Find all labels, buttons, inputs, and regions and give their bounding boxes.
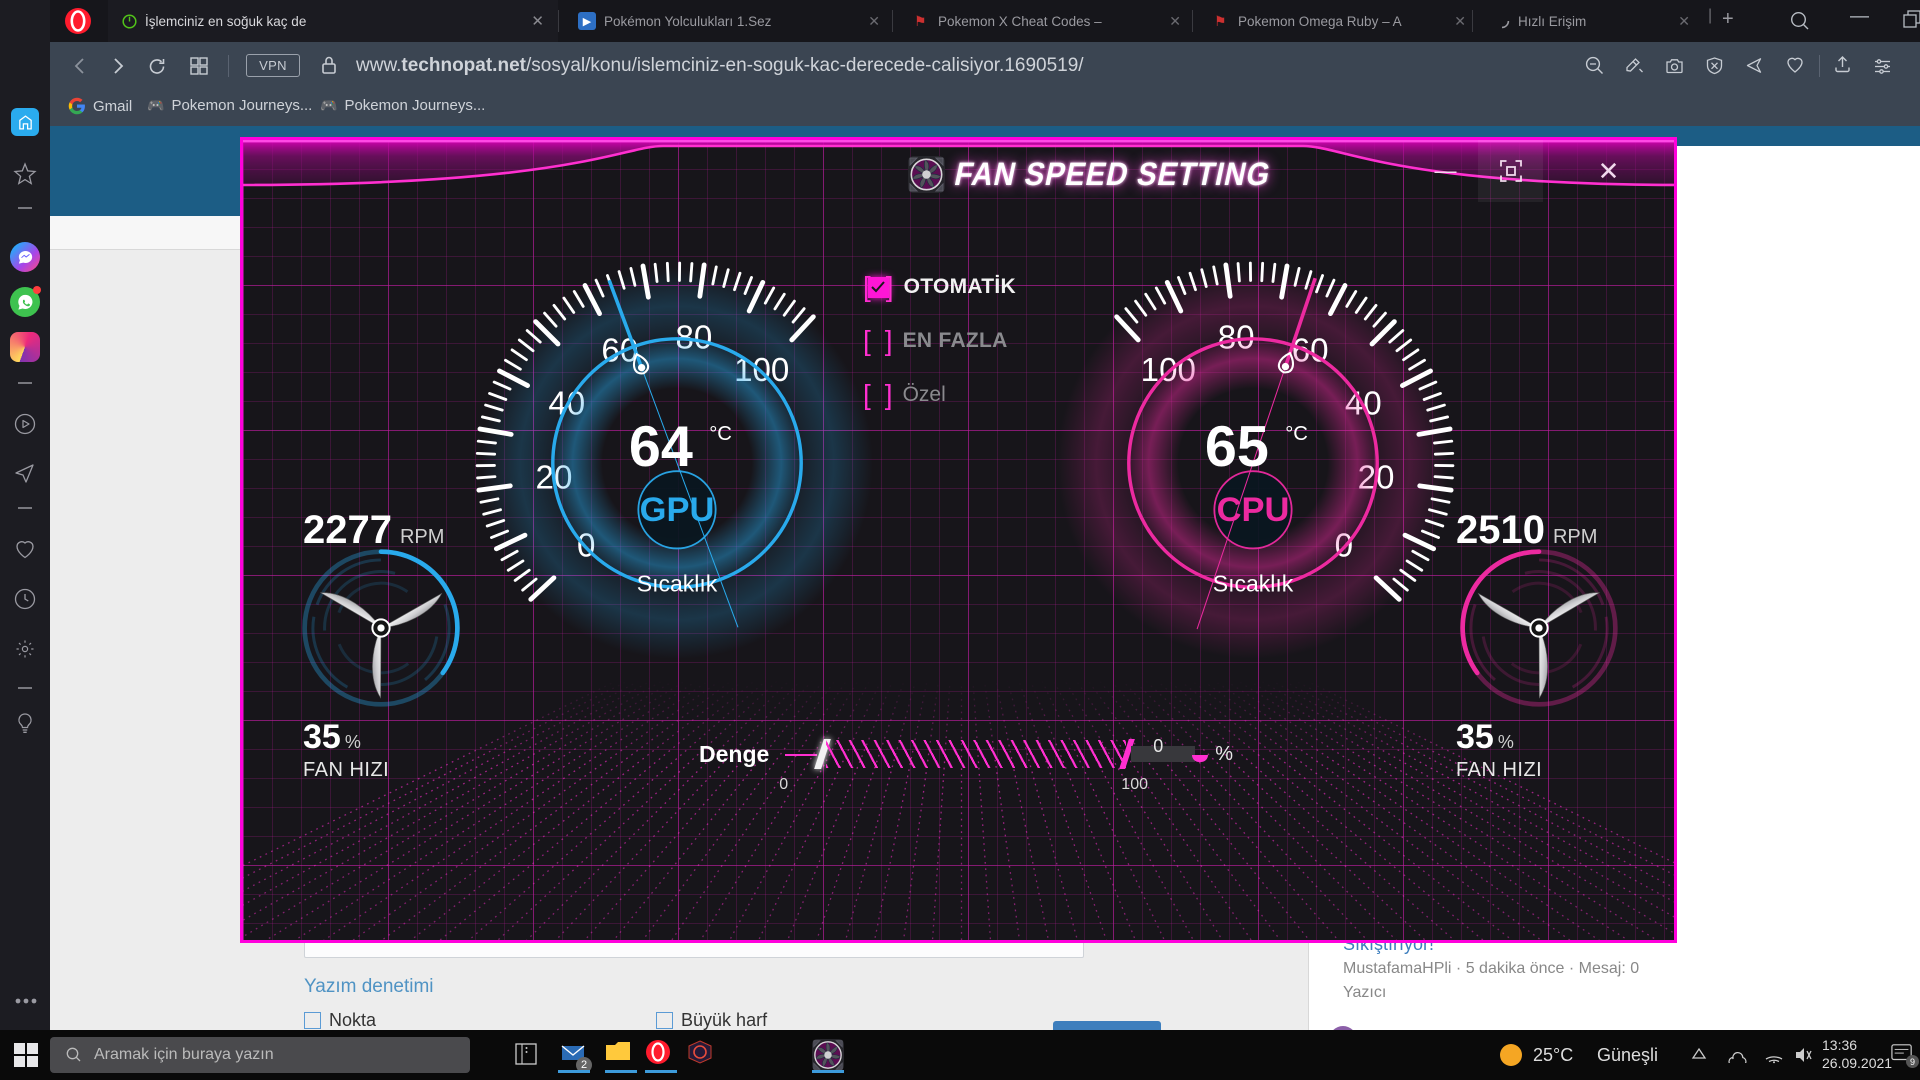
svg-text:GPU: GPU [640,491,715,529]
svg-text:65: 65 [1205,415,1269,479]
svg-text:CPU: CPU [1217,491,1290,529]
svg-text:°C: °C [709,423,732,445]
svg-text:Sıcaklık: Sıcaklık [1213,570,1294,596]
svg-text:64: 64 [629,415,693,479]
svg-text:°C: °C [1285,423,1308,445]
svg-text:Sıcaklık: Sıcaklık [637,570,718,596]
